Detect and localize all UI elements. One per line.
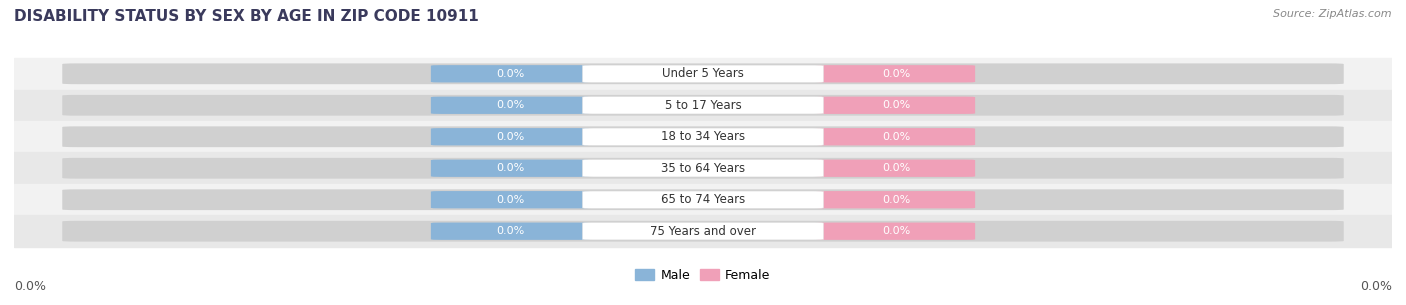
Text: 18 to 34 Years: 18 to 34 Years (661, 130, 745, 143)
Text: 0.0%: 0.0% (496, 69, 524, 79)
FancyBboxPatch shape (582, 65, 824, 82)
FancyBboxPatch shape (430, 160, 589, 177)
Text: 0.0%: 0.0% (496, 100, 524, 110)
FancyBboxPatch shape (817, 160, 976, 177)
FancyBboxPatch shape (430, 223, 589, 240)
Text: 0.0%: 0.0% (882, 100, 910, 110)
Text: 0.0%: 0.0% (882, 195, 910, 205)
FancyBboxPatch shape (817, 65, 976, 82)
Text: 0.0%: 0.0% (14, 280, 46, 293)
Text: Under 5 Years: Under 5 Years (662, 67, 744, 80)
FancyBboxPatch shape (62, 221, 1344, 242)
FancyBboxPatch shape (817, 128, 976, 145)
Text: 75 Years and over: 75 Years and over (650, 225, 756, 238)
Legend: Male, Female: Male, Female (630, 264, 776, 287)
Text: 0.0%: 0.0% (496, 226, 524, 236)
Text: 0.0%: 0.0% (882, 163, 910, 173)
Text: 0.0%: 0.0% (882, 132, 910, 142)
Text: 0.0%: 0.0% (496, 132, 524, 142)
Bar (14, 184, 1392, 215)
FancyBboxPatch shape (582, 160, 824, 177)
Text: 35 to 64 Years: 35 to 64 Years (661, 162, 745, 175)
Text: 0.0%: 0.0% (496, 195, 524, 205)
FancyBboxPatch shape (62, 95, 1344, 116)
Text: Source: ZipAtlas.com: Source: ZipAtlas.com (1274, 9, 1392, 19)
FancyBboxPatch shape (430, 65, 589, 82)
FancyBboxPatch shape (582, 128, 824, 145)
Bar (14, 152, 1392, 184)
FancyBboxPatch shape (62, 189, 1344, 210)
FancyBboxPatch shape (430, 191, 589, 208)
FancyBboxPatch shape (62, 158, 1344, 179)
FancyBboxPatch shape (817, 97, 976, 114)
FancyBboxPatch shape (430, 97, 589, 114)
FancyBboxPatch shape (817, 223, 976, 240)
FancyBboxPatch shape (62, 126, 1344, 147)
FancyBboxPatch shape (817, 191, 976, 208)
FancyBboxPatch shape (430, 128, 589, 145)
Bar (14, 121, 1392, 152)
Text: 0.0%: 0.0% (496, 163, 524, 173)
Bar (14, 90, 1392, 121)
Text: 0.0%: 0.0% (882, 69, 910, 79)
Text: 0.0%: 0.0% (882, 226, 910, 236)
Bar (14, 215, 1392, 247)
FancyBboxPatch shape (582, 191, 824, 208)
Text: DISABILITY STATUS BY SEX BY AGE IN ZIP CODE 10911: DISABILITY STATUS BY SEX BY AGE IN ZIP C… (14, 9, 479, 24)
Text: 65 to 74 Years: 65 to 74 Years (661, 193, 745, 206)
Bar (14, 58, 1392, 90)
Text: 0.0%: 0.0% (1360, 280, 1392, 293)
FancyBboxPatch shape (62, 63, 1344, 84)
FancyBboxPatch shape (582, 97, 824, 114)
FancyBboxPatch shape (582, 223, 824, 240)
Text: 5 to 17 Years: 5 to 17 Years (665, 99, 741, 112)
